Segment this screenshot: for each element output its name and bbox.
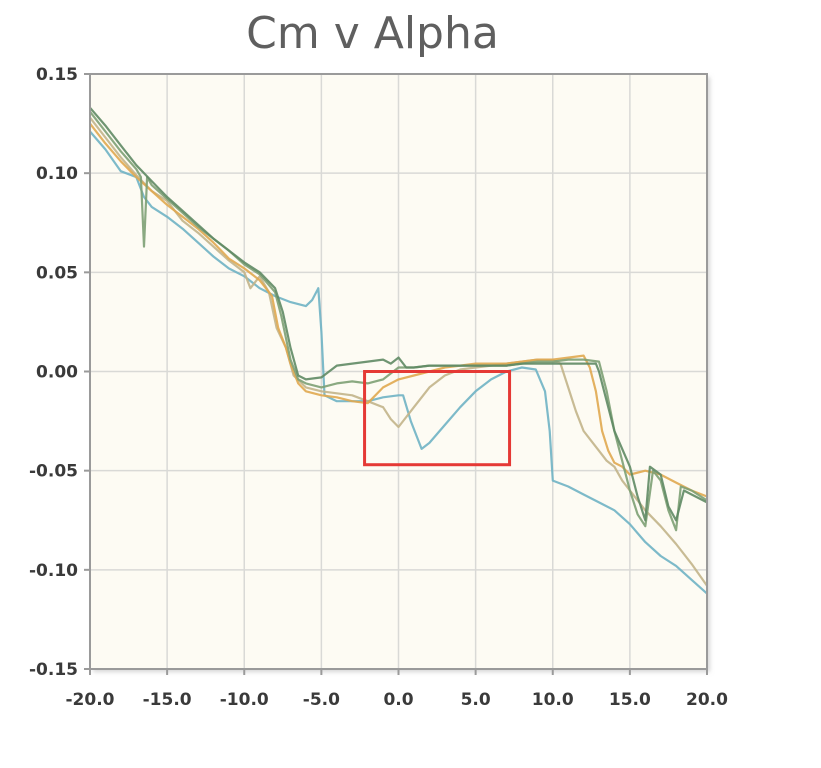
highlight-box [363,370,512,467]
series-line-5 [89,106,708,522]
y-tick-label: -0.05 [29,462,78,482]
x-tick-label: 10.0 [532,690,574,710]
series-line-1 [89,130,708,595]
y-tick-label: 0.05 [36,263,78,283]
y-tick-label: -0.10 [29,561,78,581]
y-tick-label: -0.15 [29,660,78,680]
x-tick-label: 15.0 [609,690,651,710]
x-tick-label: -20.0 [66,690,115,710]
x-tick-label: 5.0 [461,690,491,710]
y-tick-label: 0.10 [36,164,78,184]
series-layer [89,106,708,595]
series-line-2 [89,116,708,587]
y-tick-label: 0.00 [36,363,78,383]
x-tick-label: 0.0 [383,690,413,710]
x-axis-ticks: -20.0 -15.0 -10.0 -5.0 0.0 5.0 10.0 15.0 20.0 [66,669,728,710]
plot-frame [89,73,708,670]
x-tick-label: -15.0 [143,690,192,710]
x-tick-label: -10.0 [220,690,269,710]
series-line-3 [89,122,708,498]
x-tick-label: 20.0 [686,690,728,710]
y-axis-ticks: 0.15 0.10 0.05 0.00 -0.05 -0.10 -0.15 [29,65,90,680]
y-tick-label: 0.15 [36,65,78,85]
x-tick-label: -5.0 [303,690,340,710]
chart-title: Cm v Alpha [246,8,499,59]
